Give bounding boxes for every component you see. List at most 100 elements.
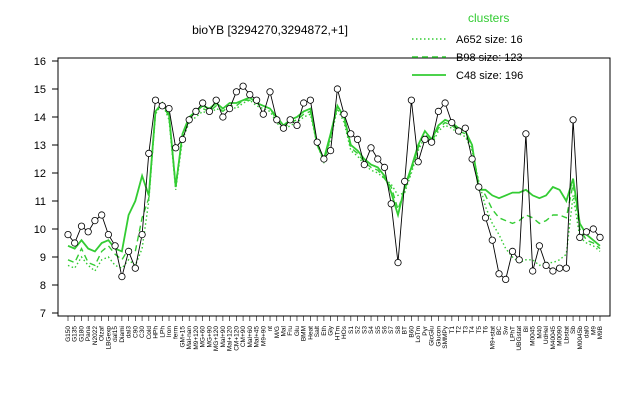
- x-tick-label: Cold: [146, 326, 153, 340]
- x-tick-label: Mal: [280, 325, 287, 336]
- data-point: [77, 222, 86, 230]
- x-tick-label: BC: [496, 326, 503, 335]
- data-point: [84, 228, 92, 236]
- x-tick-label: Mal-nan: [186, 326, 193, 350]
- data-point: [555, 264, 564, 272]
- data-point: [461, 124, 469, 132]
- x-tick-label: S8: [395, 326, 402, 334]
- x-tick-label: M40: [536, 326, 543, 339]
- data-point: [508, 247, 517, 255]
- x-tick-label: C90: [132, 326, 139, 338]
- x-tick-label: ferm: [173, 326, 180, 339]
- data-point: [495, 270, 503, 278]
- data-point: [131, 264, 139, 272]
- x-tick-label: M9+stat: [489, 326, 496, 349]
- plot-frame: [57, 57, 611, 317]
- data-point: [145, 149, 153, 157]
- x-tick-label: Heat: [307, 326, 314, 340]
- x-tick-label: Glucon: [435, 326, 442, 347]
- x-tick-label: LPh: [159, 326, 166, 338]
- data-point: [535, 242, 544, 250]
- y-tick-label: 13: [34, 140, 46, 152]
- data-point: [448, 119, 456, 127]
- x-tick-label: HPh: [153, 326, 160, 339]
- x-tick-label: LPhT: [509, 326, 516, 342]
- data-point: [421, 135, 429, 143]
- x-tick-label: nt: [267, 326, 274, 332]
- x-tick-label: Sw: [503, 326, 510, 335]
- legend-title: clusters: [468, 11, 509, 25]
- data-point: [589, 225, 597, 233]
- x-tick-label: G180: [78, 326, 85, 342]
- data-point: [576, 233, 584, 241]
- data-point: [306, 96, 314, 104]
- data-point: [427, 138, 436, 146]
- y-axis: 7 8 9 10 11 12 13 14 15 16: [34, 56, 58, 320]
- x-tick-label: T1: [449, 326, 456, 334]
- data-point: [212, 96, 220, 104]
- x-tick-label: Lbstat: [563, 326, 570, 344]
- x-tick-label: Mal+90: [220, 326, 227, 348]
- y-tick-label: 14: [34, 112, 46, 124]
- data-point: [374, 155, 382, 163]
- x-tick-label: S6: [382, 326, 389, 334]
- x-tick-label: dal0: [584, 326, 591, 339]
- x-tick-label: S3: [361, 326, 368, 334]
- data-point: [185, 116, 193, 124]
- x-tick-label: M9+120: [193, 326, 200, 350]
- data-point: [286, 116, 294, 124]
- x-tick-label: M40045: [550, 326, 557, 350]
- x-tick-label: S5: [375, 326, 382, 334]
- data-point: [394, 258, 402, 267]
- x-tick-label: SMMPy: [442, 325, 449, 349]
- x-tick-label: M9+90: [260, 326, 267, 346]
- x-tick-label: LoTm: [415, 326, 422, 343]
- x-tick-label: HOs: [341, 325, 348, 339]
- x-tick-label: Iron: [166, 326, 173, 338]
- legend-label: B98 size: 123: [456, 52, 523, 64]
- x-tick-label: M0090: [557, 326, 564, 346]
- x-tick-label: CM+120: [233, 326, 240, 351]
- data-point: [259, 110, 267, 118]
- data-point: [367, 144, 375, 152]
- data-point: [246, 91, 254, 99]
- data-point: [380, 163, 389, 171]
- data-point: [205, 107, 213, 116]
- x-tick-label: MG+90: [206, 326, 213, 348]
- data-point: [71, 239, 79, 247]
- data-point: [138, 231, 146, 239]
- x-tick-label: BMM: [301, 326, 308, 341]
- data-point: [165, 105, 173, 113]
- data-point: [232, 88, 240, 96]
- data-point: [481, 214, 490, 222]
- x-tick-label: Mal+120: [227, 326, 234, 351]
- data-point: [569, 116, 577, 124]
- series-line-black: [67, 85, 601, 281]
- x-tick-label: T5: [476, 326, 483, 334]
- y-tick-label: 12: [34, 168, 46, 180]
- data-point: [172, 144, 180, 152]
- x-tick-label: Gly: [328, 325, 335, 336]
- data-point: [300, 99, 308, 107]
- data-point: [64, 231, 72, 239]
- x-tick-label: M9B: [597, 326, 604, 339]
- data-point: [266, 88, 274, 96]
- data-point: [475, 183, 483, 191]
- data-point: [178, 135, 187, 143]
- data-point: [596, 233, 604, 241]
- x-tick-label: dal15: [112, 326, 119, 342]
- y-tick-label: 16: [34, 56, 46, 68]
- data-point: [118, 272, 126, 281]
- legend-label: A652 size: 16: [456, 34, 523, 46]
- x-tick-label: Diami: [119, 326, 126, 343]
- data-point: [226, 105, 234, 113]
- data-point: [468, 155, 476, 163]
- series-group: [64, 82, 604, 283]
- x-tick-label: Pana: [85, 326, 92, 342]
- data-point: [104, 231, 113, 239]
- x-tick-label: S1: [348, 326, 355, 334]
- x-tick-label: S4: [368, 326, 375, 334]
- data-point: [98, 211, 106, 219]
- x-tick-label: LBGexp: [105, 326, 112, 350]
- data-point: [326, 147, 335, 155]
